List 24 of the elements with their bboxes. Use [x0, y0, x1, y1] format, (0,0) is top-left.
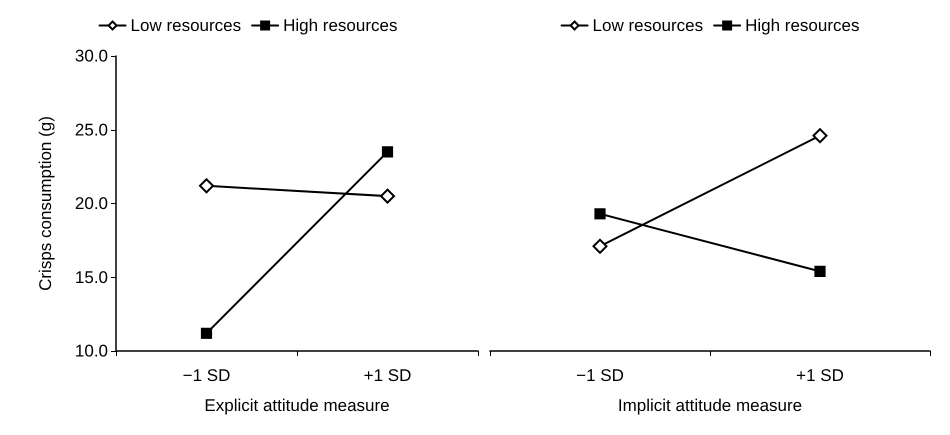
x-tick-label: −1 SD [576, 366, 624, 385]
y-tick-label: 25.0 [74, 120, 108, 140]
point [814, 266, 826, 277]
point [199, 178, 214, 194]
y-axis-title: Crisps consumption (g) [36, 116, 55, 291]
legend-label: High resources [745, 16, 860, 35]
legend-label: Low resources [592, 16, 704, 35]
y-tick-label: 20.0 [74, 194, 108, 213]
x-axis-title: Explicit attitude measure [204, 396, 390, 415]
y-tick-label: 10.0 [74, 342, 108, 360]
legend-label: Low resources [130, 16, 242, 35]
point [812, 128, 828, 144]
x-axis-title: Implicit attitude measure [618, 396, 802, 415]
y-tick-label: 30.0 [74, 46, 108, 66]
x-tick-label: −1 SD [182, 366, 230, 385]
point [382, 146, 394, 158]
legend-label: High resources [283, 16, 398, 35]
point [380, 188, 395, 204]
y-tick-label: 15.0 [74, 268, 108, 287]
x-tick-label: +1 SD [364, 366, 412, 385]
point [200, 328, 212, 339]
x-tick-label: +1 SD [796, 366, 844, 385]
point [594, 208, 606, 220]
point [592, 238, 608, 254]
